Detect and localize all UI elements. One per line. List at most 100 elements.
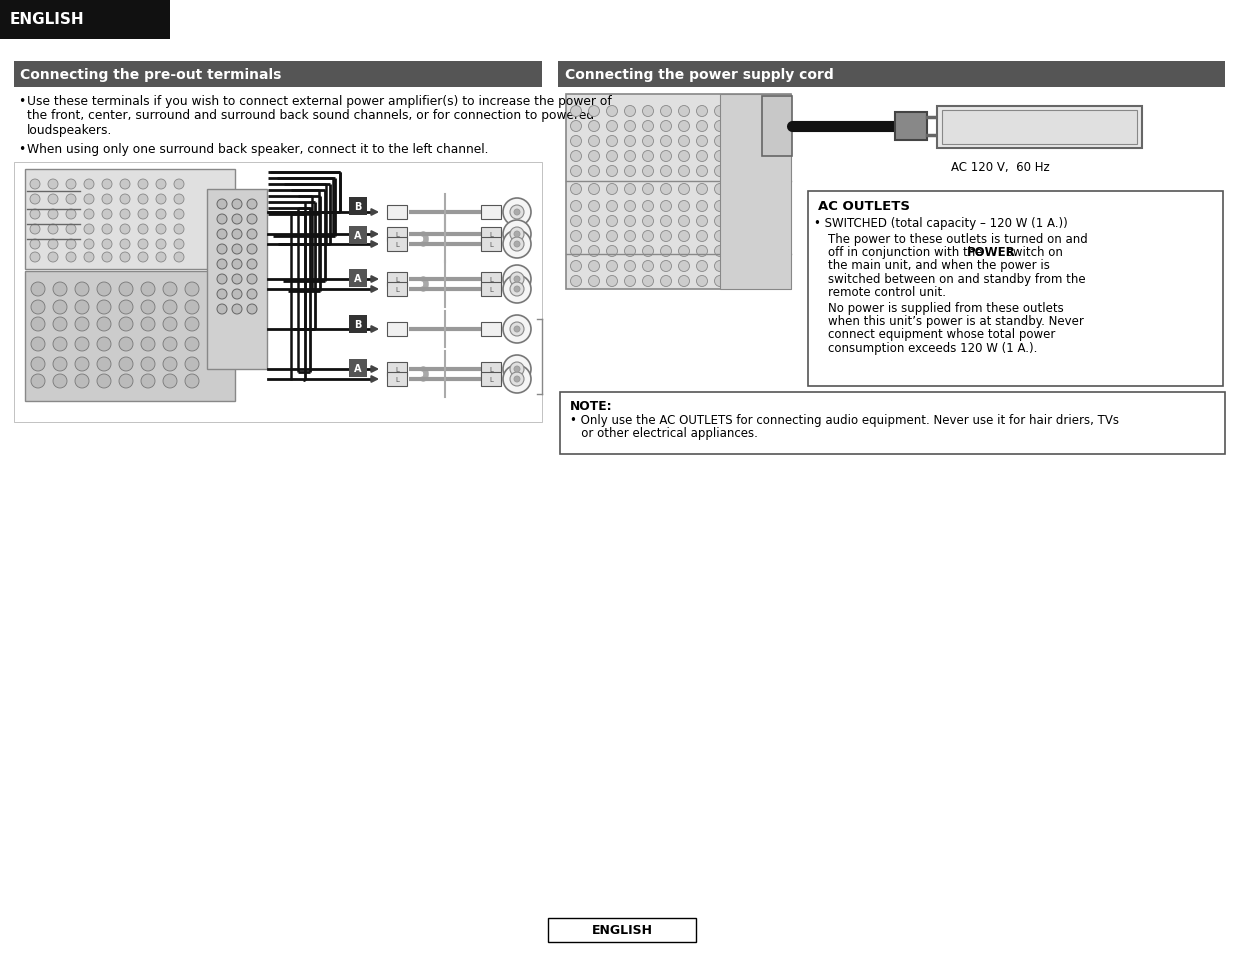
Circle shape — [119, 317, 134, 332]
Circle shape — [589, 276, 600, 287]
Circle shape — [768, 136, 779, 148]
Circle shape — [84, 180, 94, 190]
Circle shape — [751, 261, 762, 273]
Circle shape — [679, 232, 689, 242]
Bar — [349, 359, 367, 377]
Circle shape — [570, 184, 581, 195]
Circle shape — [625, 121, 636, 132]
Bar — [207, 190, 267, 370]
Circle shape — [174, 225, 184, 234]
Text: B: B — [354, 202, 361, 212]
Circle shape — [233, 200, 242, 210]
Circle shape — [48, 253, 58, 263]
Circle shape — [141, 337, 155, 352]
Circle shape — [101, 253, 113, 263]
Circle shape — [661, 152, 672, 162]
Bar — [936, 107, 1142, 149]
Circle shape — [661, 184, 672, 195]
Circle shape — [30, 253, 40, 263]
Bar — [560, 393, 1225, 455]
Circle shape — [84, 240, 94, 250]
Text: A: A — [354, 274, 361, 284]
Circle shape — [53, 301, 67, 314]
Bar — [349, 198, 367, 215]
Circle shape — [589, 232, 600, 242]
Circle shape — [679, 167, 689, 177]
Circle shape — [515, 276, 520, 283]
Circle shape — [510, 323, 524, 336]
Circle shape — [247, 230, 257, 240]
Bar — [943, 111, 1137, 145]
Circle shape — [156, 240, 166, 250]
Circle shape — [606, 261, 617, 273]
Circle shape — [510, 283, 524, 296]
Circle shape — [625, 201, 636, 213]
Bar — [349, 270, 367, 288]
Circle shape — [661, 107, 672, 117]
Circle shape — [48, 180, 58, 190]
Circle shape — [696, 216, 708, 227]
Bar — [387, 273, 407, 287]
Circle shape — [751, 201, 762, 213]
Circle shape — [31, 337, 45, 352]
Circle shape — [233, 290, 242, 299]
Text: L: L — [489, 276, 492, 283]
Circle shape — [75, 317, 89, 332]
Circle shape — [216, 290, 228, 299]
Circle shape — [163, 317, 177, 332]
Circle shape — [96, 337, 111, 352]
Circle shape — [642, 276, 653, 287]
Text: AC 120 V,  60 Hz: AC 120 V, 60 Hz — [950, 161, 1049, 173]
Text: the front, center, surround and surround back sound channels, or for connection : the front, center, surround and surround… — [27, 110, 594, 122]
Circle shape — [715, 201, 725, 213]
Circle shape — [589, 167, 600, 177]
Circle shape — [715, 246, 725, 257]
Circle shape — [510, 228, 524, 242]
Circle shape — [661, 261, 672, 273]
Circle shape — [31, 357, 45, 372]
Circle shape — [642, 201, 653, 213]
Circle shape — [751, 107, 762, 117]
Circle shape — [31, 283, 45, 296]
Circle shape — [661, 216, 672, 227]
Circle shape — [679, 216, 689, 227]
Circle shape — [589, 184, 600, 195]
Circle shape — [31, 301, 45, 314]
Circle shape — [768, 232, 779, 242]
Text: •: • — [19, 142, 25, 155]
Circle shape — [768, 167, 779, 177]
Circle shape — [732, 246, 743, 257]
Circle shape — [589, 121, 600, 132]
Circle shape — [163, 375, 177, 389]
Text: L: L — [395, 232, 400, 237]
Circle shape — [642, 184, 653, 195]
Circle shape — [515, 327, 520, 333]
Circle shape — [84, 210, 94, 220]
Circle shape — [625, 184, 636, 195]
Text: The power to these outlets is turned on and: The power to these outlets is turned on … — [828, 233, 1087, 246]
Bar — [558, 62, 1225, 88]
Circle shape — [768, 276, 779, 287]
Circle shape — [625, 261, 636, 273]
Circle shape — [247, 290, 257, 299]
Circle shape — [696, 167, 708, 177]
Circle shape — [101, 210, 113, 220]
Circle shape — [247, 274, 257, 285]
Circle shape — [53, 357, 67, 372]
Circle shape — [96, 357, 111, 372]
Circle shape — [30, 240, 40, 250]
Circle shape — [163, 283, 177, 296]
Circle shape — [768, 184, 779, 195]
Text: switched between on and standby from the: switched between on and standby from the — [828, 273, 1086, 285]
Text: consumption exceeds 120 W (1 A.).: consumption exceeds 120 W (1 A.). — [828, 341, 1038, 355]
Circle shape — [139, 210, 148, 220]
Circle shape — [751, 184, 762, 195]
Circle shape — [30, 210, 40, 220]
Circle shape — [186, 375, 199, 389]
Bar — [720, 95, 790, 290]
Circle shape — [503, 221, 531, 249]
Circle shape — [751, 152, 762, 162]
Text: L: L — [489, 367, 492, 373]
Text: When using only one surround back speaker, connect it to the left channel.: When using only one surround back speake… — [27, 142, 489, 155]
Circle shape — [679, 121, 689, 132]
